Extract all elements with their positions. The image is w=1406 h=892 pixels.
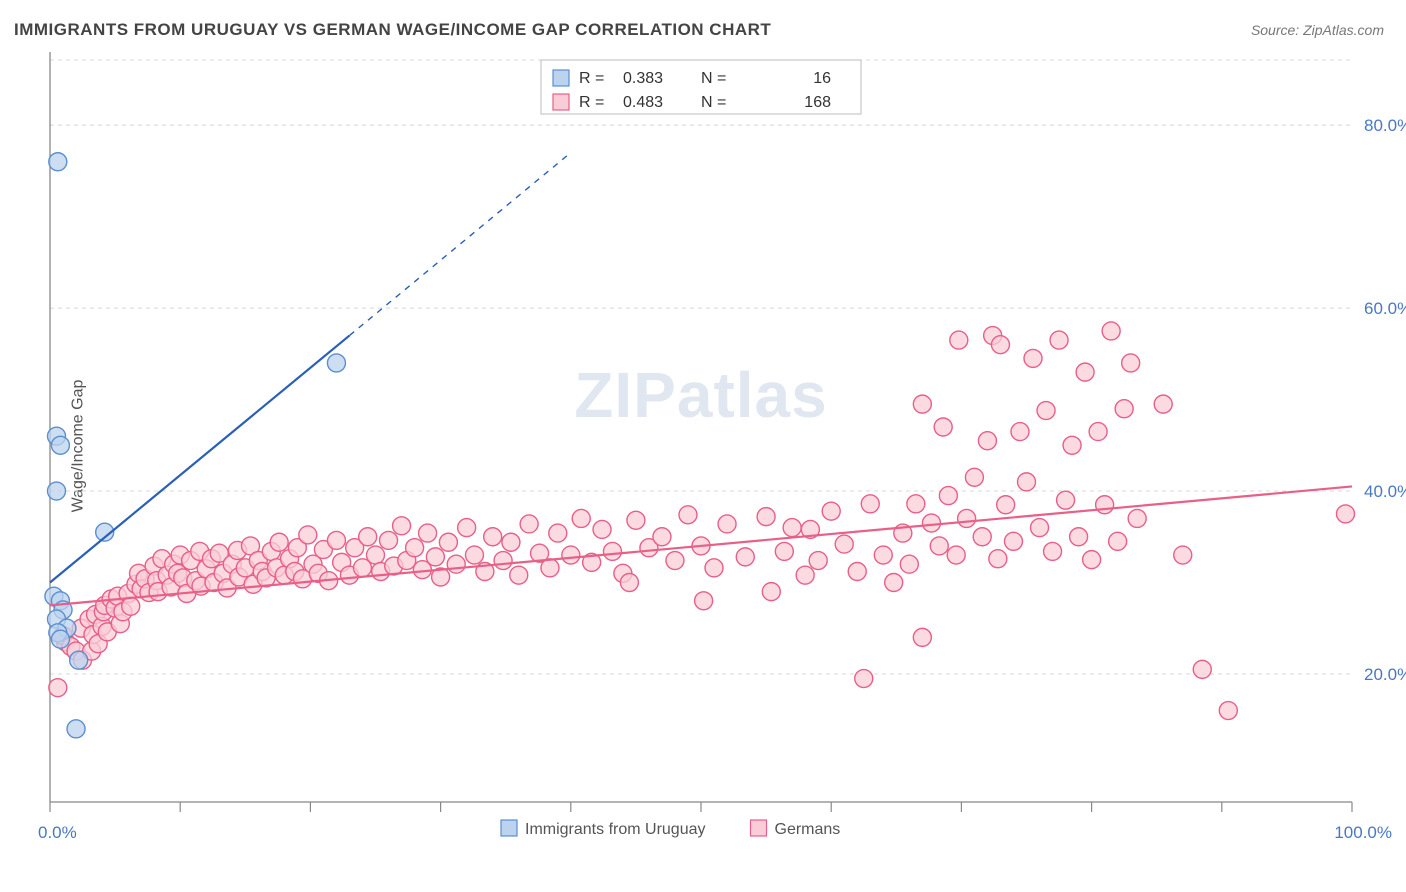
correlation-scatter-chart: 20.0% 40.0% 60.0% 80.0% 0.0% 100.0% ZIPatlas R … — [0, 0, 1406, 892]
legend-stat: 16 — [813, 70, 831, 87]
legend-label: Germans — [775, 821, 841, 838]
legend-stat: N = — [701, 94, 726, 111]
legend-stat: N = — [701, 70, 726, 87]
legend-label: Immigrants from Uruguay — [525, 821, 706, 838]
legend-stat: 168 — [804, 94, 831, 111]
x-min-label: 0.0% — [38, 823, 77, 842]
y-tick-label: 60.0% — [1364, 299, 1406, 318]
legend-stat: 0.383 — [623, 70, 663, 87]
watermark: ZIPatlas — [574, 359, 827, 431]
x-max-label: 100.0% — [1334, 823, 1392, 842]
y-tick-label: 80.0% — [1364, 116, 1406, 135]
y-tick-label: 40.0% — [1364, 482, 1406, 501]
legend-stat: R = — [579, 70, 604, 87]
legend-stat: 0.483 — [623, 94, 663, 111]
legend-stat: R = — [579, 94, 604, 111]
y-tick-label: 20.0% — [1364, 665, 1406, 684]
